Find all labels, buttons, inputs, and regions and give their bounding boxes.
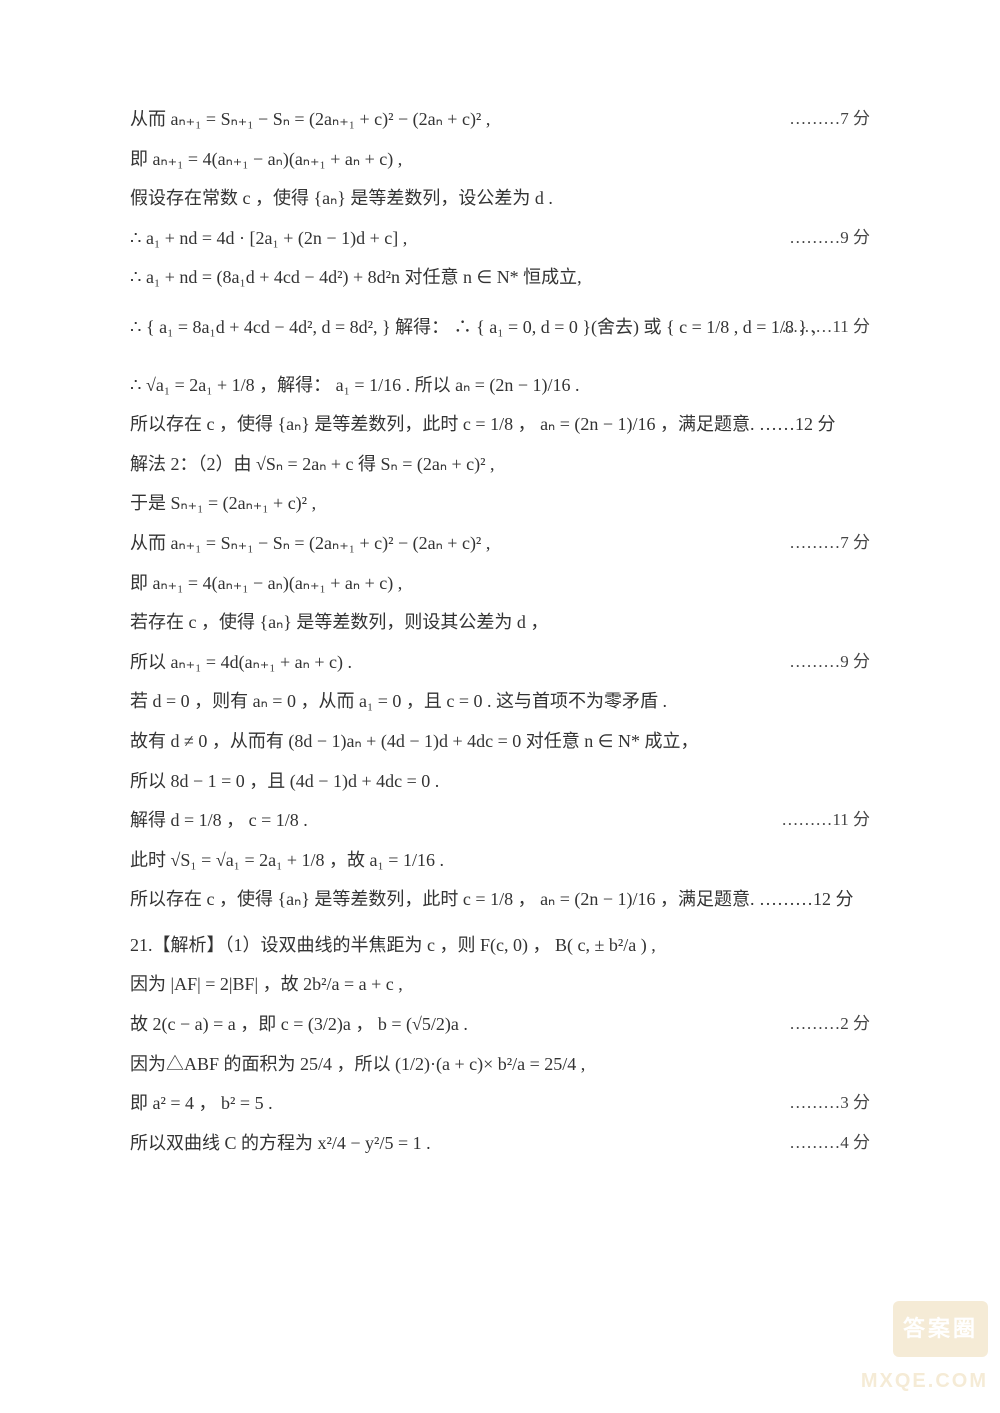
math-text: 因为△ABF 的面积为 25/4 ，所以 (1/2)·(a + c)× b²/a…: [130, 1054, 585, 1074]
score-annotation: ………7 分: [789, 100, 870, 137]
math-line: 即 aₙ₊₁ = 4(aₙ₊₁ − aₙ)(aₙ₊₁ + aₙ + c) ,: [130, 564, 870, 604]
math-text: ∴ a₁ + nd = (8a₁d + 4cd − 4d²) + 8d²n 对任…: [130, 267, 582, 287]
math-text: 所以存在 c ，使得 {aₙ} 是等差数列，此时 c = 1/8 ， aₙ = …: [130, 414, 836, 434]
math-line: 即 a² = 4 ， b² = 5 . ………3 分: [130, 1084, 870, 1124]
math-line: 因为 |AF| = 2|BF| ，故 2b²/a = a + c ,: [130, 965, 870, 1005]
math-line: 此时 √S₁ = √a₁ = 2a₁ + 1/8 ，故 a₁ = 1/16 .: [130, 841, 870, 881]
watermark: 答案圈 MXQE.COM: [861, 1301, 988, 1403]
math-text: 因为 |AF| = 2|BF| ，故 2b²/a = a + c ,: [130, 974, 403, 994]
math-line: 所以 8d − 1 = 0 ，且 (4d − 1)d + 4dc = 0 .: [130, 762, 870, 802]
score-annotation: ………9 分: [789, 643, 870, 680]
math-line: 于是 Sₙ₊₁ = (2aₙ₊₁ + c)² ,: [130, 484, 870, 524]
math-text: 21.【解析】（1）设双曲线的半焦距为 c ，则 F(c, 0) ， B( c,…: [130, 935, 656, 955]
math-line: 所以双曲线 C 的方程为 x²/4 − y²/5 = 1 . ………4 分: [130, 1124, 870, 1164]
math-text: 从而 aₙ₊₁ = Sₙ₊₁ − Sₙ = (2aₙ₊₁ + c)² − (2a…: [130, 109, 490, 129]
math-text: 即 aₙ₊₁ = 4(aₙ₊₁ − aₙ)(aₙ₊₁ + aₙ + c) ,: [130, 149, 402, 169]
math-text: ∴ a₁ + nd = 4d · [2a₁ + (2n − 1)d + c] ,: [130, 228, 407, 248]
math-text: 所以 aₙ₊₁ = 4d(aₙ₊₁ + aₙ + c) .: [130, 652, 352, 672]
math-text: ∴ √a₁ = 2a₁ + 1/8 ，解得： a₁ = 1/16 . 所以 aₙ…: [130, 375, 580, 395]
math-line: 因为△ABF 的面积为 25/4 ，所以 (1/2)·(a + c)× b²/a…: [130, 1045, 870, 1085]
math-text: 解法 2：（2）由 √Sₙ = 2aₙ + c 得 Sₙ = (2aₙ + c)…: [130, 454, 495, 474]
watermark-url: MXQE.COM: [861, 1359, 988, 1403]
math-text: 所以 8d − 1 = 0 ，且 (4d − 1)d + 4dc = 0 .: [130, 771, 439, 791]
math-line: 所以 aₙ₊₁ = 4d(aₙ₊₁ + aₙ + c) . ………9 分: [130, 643, 870, 683]
math-line: 21.【解析】（1）设双曲线的半焦距为 c ，则 F(c, 0) ， B( c,…: [130, 926, 870, 966]
score-annotation: ………9 分: [789, 219, 870, 256]
math-line: ∴ a₁ + nd = 4d · [2a₁ + (2n − 1)d + c] ,…: [130, 219, 870, 259]
math-line: 从而 aₙ₊₁ = Sₙ₊₁ − Sₙ = (2aₙ₊₁ + c)² − (2a…: [130, 100, 870, 140]
score-annotation: ………4 分: [789, 1124, 870, 1161]
math-line: 故 2(c − a) = a ，即 c = (3/2)a ， b = (√5/2…: [130, 1005, 870, 1045]
math-line: 从而 aₙ₊₁ = Sₙ₊₁ − Sₙ = (2aₙ₊₁ + c)² − (2a…: [130, 524, 870, 564]
math-text: ∴ { a₁ = 8a₁d + 4cd − 4d², d = 8d², } 解得…: [130, 317, 816, 337]
math-text: 所以存在 c ，使得 {aₙ} 是等差数列，此时 c = 1/8 ， aₙ = …: [130, 889, 854, 909]
math-text: 即 aₙ₊₁ = 4(aₙ₊₁ − aₙ)(aₙ₊₁ + aₙ + c) ,: [130, 573, 402, 593]
math-text: 假设存在常数 c ，使得 {aₙ} 是等差数列，设公差为 d .: [130, 188, 553, 208]
math-line: ∴ a₁ + nd = (8a₁d + 4cd − 4d²) + 8d²n 对任…: [130, 258, 870, 298]
math-text: 故 2(c − a) = a ，即 c = (3/2)a ， b = (√5/2…: [130, 1014, 468, 1034]
math-text: 解得 d = 1/8 ， c = 1/8 .: [130, 810, 308, 830]
math-text: 于是 Sₙ₊₁ = (2aₙ₊₁ + c)² ,: [130, 493, 316, 513]
math-text: 即 a² = 4 ， b² = 5 .: [130, 1093, 273, 1113]
math-text: 故有 d ≠ 0 ，从而有 (8d − 1)aₙ + (4d − 1)d + 4…: [130, 731, 698, 751]
math-line: 解法 2：（2）由 √Sₙ = 2aₙ + c 得 Sₙ = (2aₙ + c)…: [130, 445, 870, 485]
math-text: 此时 √S₁ = √a₁ = 2a₁ + 1/8 ，故 a₁ = 1/16 .: [130, 850, 444, 870]
score-annotation: ………2 分: [789, 1005, 870, 1042]
math-text: 从而 aₙ₊₁ = Sₙ₊₁ − Sₙ = (2aₙ₊₁ + c)² − (2a…: [130, 533, 490, 553]
math-line: 若存在 c ，使得 {aₙ} 是等差数列，则设其公差为 d ，: [130, 603, 870, 643]
score-annotation: ………11 分: [781, 308, 870, 345]
document-page: 从而 aₙ₊₁ = Sₙ₊₁ − Sₙ = (2aₙ₊₁ + c)² − (2a…: [0, 0, 1000, 1413]
math-line: 所以存在 c ，使得 {aₙ} 是等差数列，此时 c = 1/8 ， aₙ = …: [130, 880, 870, 920]
math-text: 若 d = 0 ，则有 aₙ = 0 ，从而 a₁ = 0 ，且 c = 0 .…: [130, 691, 667, 711]
math-line: 即 aₙ₊₁ = 4(aₙ₊₁ − aₙ)(aₙ₊₁ + aₙ + c) ,: [130, 140, 870, 180]
score-annotation: ………11 分: [781, 801, 870, 838]
math-text: 所以双曲线 C 的方程为 x²/4 − y²/5 = 1 .: [130, 1133, 431, 1153]
math-line: 所以存在 c ，使得 {aₙ} 是等差数列，此时 c = 1/8 ， aₙ = …: [130, 405, 870, 445]
math-line: 解得 d = 1/8 ， c = 1/8 . ………11 分: [130, 801, 870, 841]
score-annotation: ………3 分: [789, 1084, 870, 1121]
watermark-badge: 答案圈: [893, 1301, 988, 1357]
math-text: 若存在 c ，使得 {aₙ} 是等差数列，则设其公差为 d ，: [130, 612, 548, 632]
math-line: ∴ √a₁ = 2a₁ + 1/8 ，解得： a₁ = 1/16 . 所以 aₙ…: [130, 366, 870, 406]
math-line: 故有 d ≠ 0 ，从而有 (8d − 1)aₙ + (4d − 1)d + 4…: [130, 722, 870, 762]
math-line: 若 d = 0 ，则有 aₙ = 0 ，从而 a₁ = 0 ，且 c = 0 .…: [130, 682, 870, 722]
math-line: 假设存在常数 c ，使得 {aₙ} 是等差数列，设公差为 d .: [130, 179, 870, 219]
score-annotation: ………7 分: [789, 524, 870, 561]
math-line: ∴ { a₁ = 8a₁d + 4cd − 4d², d = 8d², } 解得…: [130, 308, 870, 348]
